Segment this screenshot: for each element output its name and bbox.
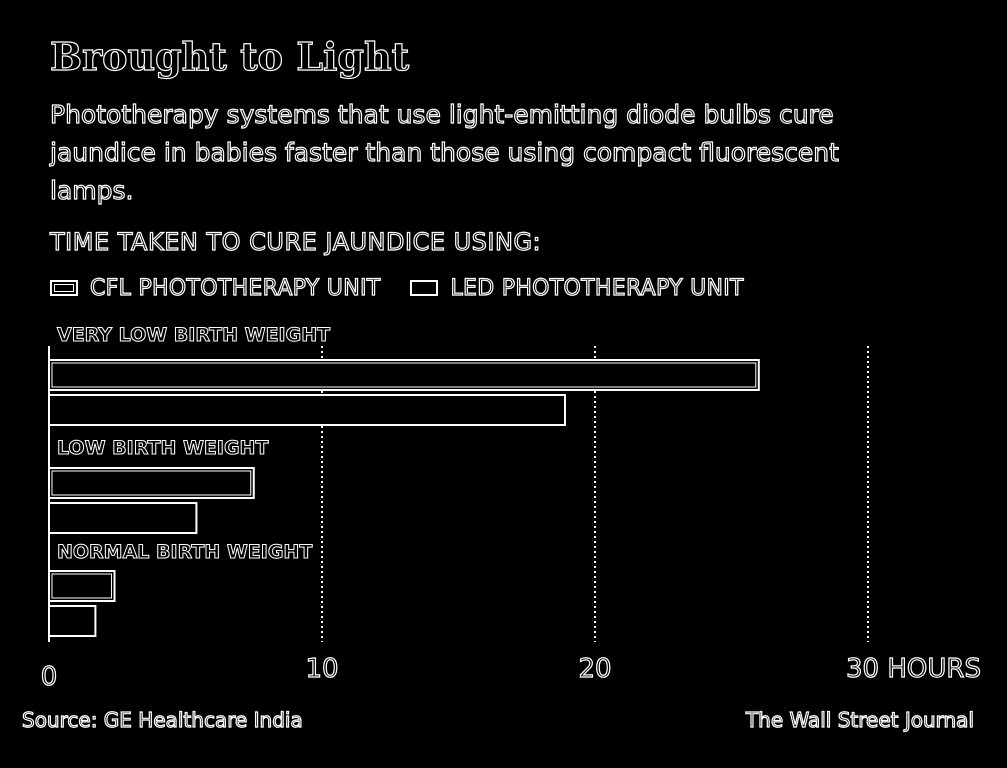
chart-label: TIME TAKEN TO CURE JAUNDICE USING: xyxy=(49,227,542,256)
source-note: Source: GE Healthcare India xyxy=(21,707,303,732)
category-label: VERY LOW BIRTH WEIGHT xyxy=(57,324,330,346)
bar-led xyxy=(48,394,566,426)
legend-item-cfl: CFL PHOTOTHERAPY UNIT xyxy=(50,275,381,301)
legend-item-led: LED PHOTOTHERAPY UNIT xyxy=(410,275,744,301)
bar-cfl xyxy=(48,467,255,499)
legend-label-cfl: CFL PHOTOTHERAPY UNIT xyxy=(89,275,381,301)
bar-led xyxy=(48,502,198,534)
legend-swatch-led xyxy=(410,280,439,296)
category-label: NORMAL BIRTH WEIGHT xyxy=(57,541,312,563)
bar-cfl-inner xyxy=(51,362,757,388)
bar-cfl xyxy=(48,570,116,602)
bar-cfl-inner xyxy=(51,573,113,599)
bar-cfl-inner xyxy=(51,470,252,496)
bar-cfl xyxy=(48,359,760,391)
x-tick-label: 20 xyxy=(578,654,611,684)
legend-label-led: LED PHOTOTHERAPY UNIT xyxy=(450,275,744,301)
publication-credit: The Wall Street Journal xyxy=(745,707,974,732)
chart-subtitle: Phototherapy systems that use light-emit… xyxy=(49,99,839,205)
x-tick-label: 30 HOURS xyxy=(846,654,981,684)
x-tick-label: 0 xyxy=(41,662,58,692)
legend-swatch-cfl xyxy=(50,280,78,296)
legend: CFL PHOTOTHERAPY UNIT LED PHOTOTHERAPY U… xyxy=(50,272,774,304)
chart-title: Brought to Light xyxy=(49,33,410,79)
bar-led xyxy=(48,605,97,637)
x-tick-label: 10 xyxy=(305,654,338,684)
category-label: LOW BIRTH WEIGHT xyxy=(57,437,268,459)
